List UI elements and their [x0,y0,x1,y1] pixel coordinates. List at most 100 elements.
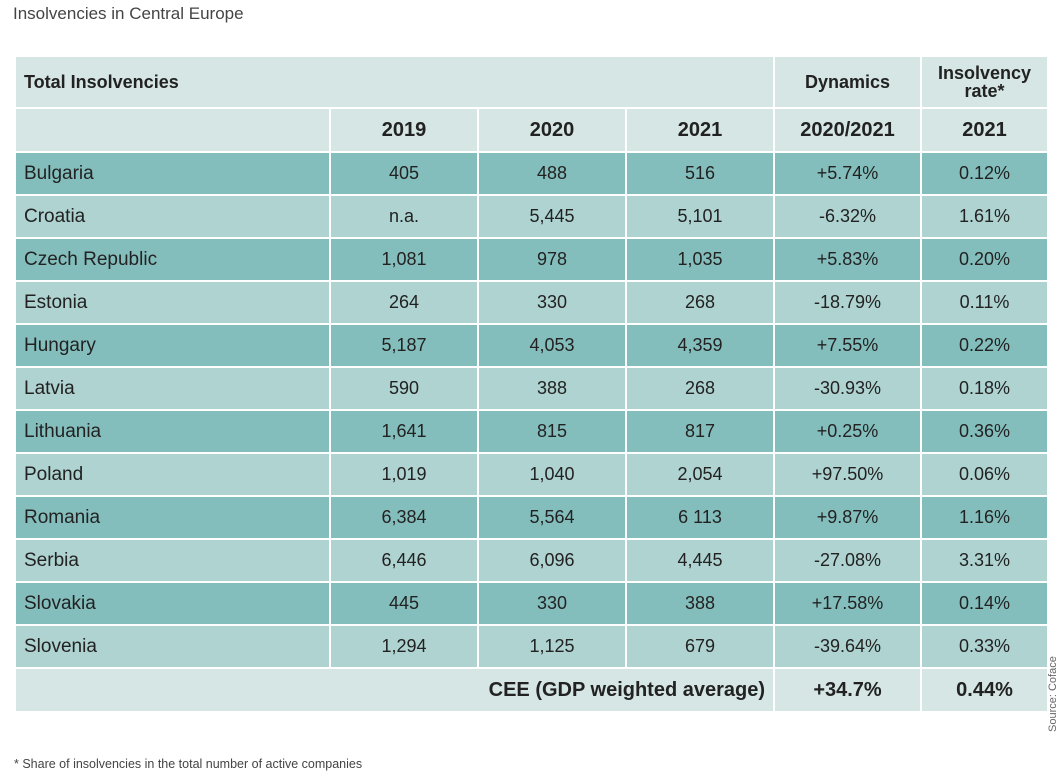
value-2019-cell: n.a. [329,194,479,239]
table-row: Slovenia 1,294 1,125 679 -39.64% 0.33% [14,624,1050,669]
insolvency-rate-cell: 1.61% [920,194,1050,239]
country-cell: Slovenia [14,624,331,669]
dynamics-cell: -27.08% [773,538,923,583]
country-column-header [14,107,331,153]
table-row: Czech Republic 1,081 978 1,035 +5.83% 0.20% [14,237,1050,282]
dynamics-cell: -18.79% [773,280,923,325]
value-2019-cell: 405 [329,151,479,196]
column-header-2020: 2020 [477,107,627,153]
insolvency-rate-cell: 3.31% [920,538,1050,583]
value-2020-cell: 6,096 [477,538,627,583]
country-cell: Estonia [14,280,331,325]
value-2021-cell: 4,445 [624,538,776,583]
value-2020-cell: 388 [477,366,627,411]
value-2020-cell: 330 [477,581,627,626]
value-2019-cell: 1,019 [329,452,479,497]
country-cell: Bulgaria [14,151,331,196]
value-2019-cell: 1,294 [329,624,479,669]
value-2019-cell: 1,081 [329,237,479,282]
value-2021-cell: 516 [624,151,776,196]
header-row-groups: Total Insolvencies Dynamics Insolvency r… [13,55,1050,109]
insolvency-rate-cell: 0.12% [920,151,1050,196]
table-row: Estonia 264 330 268 -18.79% 0.11% [14,280,1050,325]
table-row: Bulgaria 405 488 516 +5.74% 0.12% [14,151,1050,196]
header-row-years: 2019 2020 2021 2020/2021 2021 [14,107,1050,153]
value-2021-cell: 268 [624,280,776,325]
dynamics-cell: -6.32% [773,194,923,239]
value-2019-cell: 264 [329,280,479,325]
column-header-dynamics-period: 2020/2021 [773,107,923,153]
dynamics-cell: +0.25% [773,409,923,454]
average-label: CEE (GDP weighted average) [13,667,776,713]
value-2021-cell: 679 [624,624,776,669]
average-row: CEE (GDP weighted average) +34.7% 0.44% [13,667,1050,713]
dynamics-cell: -30.93% [773,366,923,411]
table-row: Hungary 5,187 4,053 4,359 +7.55% 0.22% [14,323,1050,368]
dynamics-cell: +7.55% [773,323,923,368]
dynamics-cell: +97.50% [773,452,923,497]
value-2020-cell: 1,125 [477,624,627,669]
value-2020-cell: 4,053 [477,323,627,368]
value-2020-cell: 488 [477,151,627,196]
value-2020-cell: 330 [477,280,627,325]
source-credit: Source: Coface [1047,656,1059,732]
value-2020-cell: 5,564 [477,495,627,540]
dynamics-cell: +5.83% [773,237,923,282]
value-2020-cell: 815 [477,409,627,454]
country-cell: Serbia [14,538,331,583]
insolvency-rate-cell: 0.11% [920,280,1050,325]
average-rate: 0.44% [920,667,1050,713]
insolvency-rate-cell: 0.22% [920,323,1050,368]
country-cell: Romania [14,495,331,540]
value-2021-cell: 268 [624,366,776,411]
insolvency-rate-cell: 0.36% [920,409,1050,454]
column-header-2019: 2019 [329,107,479,153]
insolvency-rate-cell: 0.14% [920,581,1050,626]
table-row: Poland 1,019 1,040 2,054 +97.50% 0.06% [14,452,1050,497]
insolvency-rate-header: Insolvency rate* [920,55,1050,109]
value-2021-cell: 4,359 [624,323,776,368]
table-body: Bulgaria 405 488 516 +5.74% 0.12% Croatia n.a. 5… [14,151,1050,669]
table-row: Lithuania 1,641 815 817 +0.25% 0.36% [14,409,1050,454]
insolvency-rate-cell: 0.20% [920,237,1050,282]
country-cell: Croatia [14,194,331,239]
table-row: Latvia 590 388 268 -30.93% 0.18% [14,366,1050,411]
insolvency-rate-cell: 1.16% [920,495,1050,540]
value-2021-cell: 5,101 [624,194,776,239]
table-row: Serbia 6,446 6,096 4,445 -27.08% 3.31% [14,538,1050,583]
average-dynamics: +34.7% [773,667,923,713]
dynamics-header: Dynamics [773,55,923,109]
value-2020-cell: 1,040 [477,452,627,497]
value-2021-cell: 817 [624,409,776,454]
dynamics-cell: -39.64% [773,624,923,669]
table-row: Slovakia 445 330 388 +17.58% 0.14% [14,581,1050,626]
dynamics-cell: +17.58% [773,581,923,626]
insolvency-table: Total Insolvencies Dynamics Insolvency r… [13,55,1050,713]
value-2019-cell: 5,187 [329,323,479,368]
insolvency-rate-cell: 0.33% [920,624,1050,669]
country-cell: Lithuania [14,409,331,454]
country-cell: Poland [14,452,331,497]
table-row: Romania 6,384 5,564 6 113 +9.87% 1.16% [14,495,1050,540]
column-header-2021: 2021 [624,107,776,153]
value-2021-cell: 6 113 [624,495,776,540]
insolvency-rate-cell: 0.06% [920,452,1050,497]
country-cell: Latvia [14,366,331,411]
table-row: Croatia n.a. 5,445 5,101 -6.32% 1.61% [14,194,1050,239]
total-insolvencies-header: Total Insolvencies [13,55,776,109]
dynamics-cell: +5.74% [773,151,923,196]
insolvency-rate-cell: 0.18% [920,366,1050,411]
country-cell: Czech Republic [14,237,331,282]
value-2019-cell: 6,446 [329,538,479,583]
country-cell: Slovakia [14,581,331,626]
value-2019-cell: 445 [329,581,479,626]
value-2021-cell: 388 [624,581,776,626]
value-2021-cell: 2,054 [624,452,776,497]
value-2019-cell: 6,384 [329,495,479,540]
dynamics-cell: +9.87% [773,495,923,540]
value-2020-cell: 5,445 [477,194,627,239]
value-2019-cell: 590 [329,366,479,411]
footnote: * Share of insolvencies in the total num… [14,757,363,771]
value-2020-cell: 978 [477,237,627,282]
column-header-rate-year: 2021 [920,107,1050,153]
